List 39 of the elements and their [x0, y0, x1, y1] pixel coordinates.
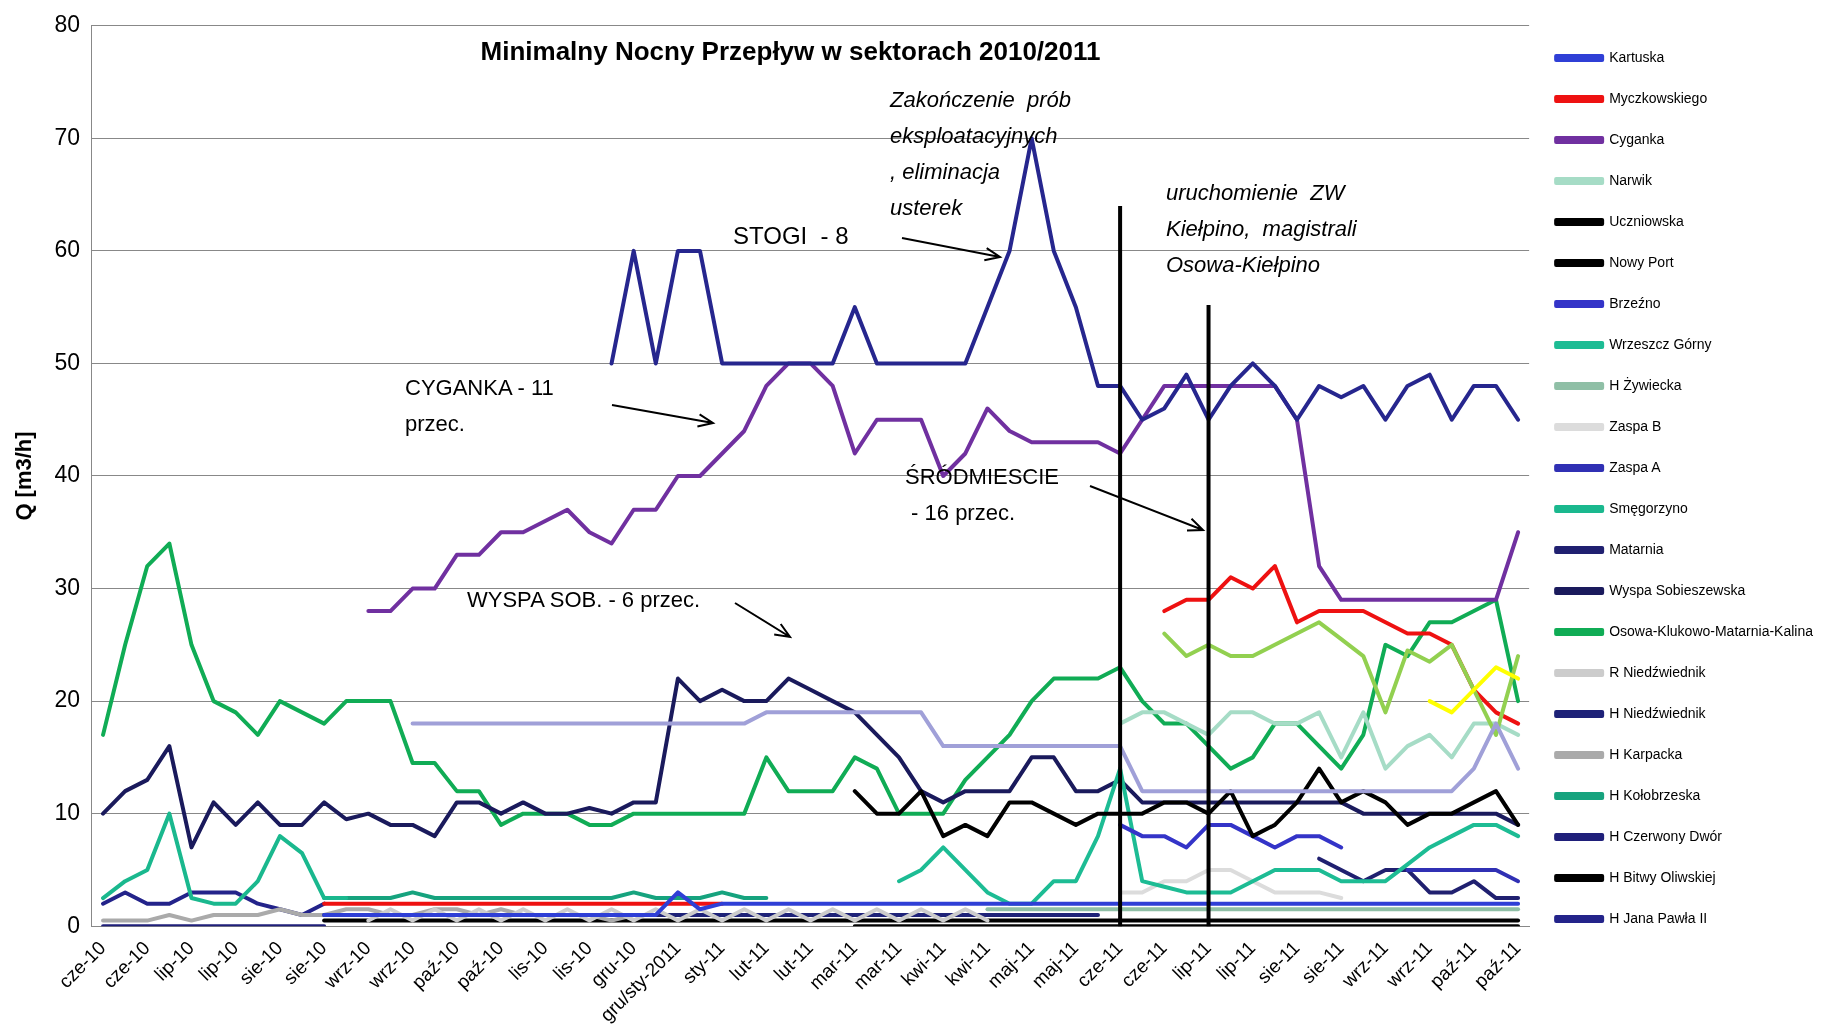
y-tick-label: 20 [54, 686, 80, 713]
legend-label: Uczniowska [1609, 212, 1685, 229]
legend-label: R Niedźwiednik [1609, 663, 1707, 680]
annotation: CYGANKA - 11 przec. [405, 374, 554, 438]
annotation: Zakończenie prób eksploatacyjnych , eliminacja usterek [890, 86, 1071, 222]
legend-label: Narwik [1609, 171, 1653, 188]
legend-label: H Żywiecka [1609, 375, 1682, 393]
y-tick-label: 60 [54, 236, 80, 263]
annotation: uruchomienie ZW Kiełpino, magistrali Osowa-Kiełpino [1166, 179, 1357, 279]
y-tick-label: 40 [54, 461, 80, 488]
legend-label: Kartuska [1609, 48, 1665, 65]
y-tick-label: 50 [54, 348, 80, 375]
y-tick-label: 80 [54, 11, 80, 38]
legend-label: H Karpacka [1609, 745, 1683, 762]
legend-label: H Kołobrzeska [1609, 786, 1701, 803]
legend-label: Smęgorzyno [1609, 499, 1688, 516]
y-axis-title: Q [m3/h] [11, 431, 37, 521]
legend-label: Zaspa A [1609, 458, 1662, 475]
chart-title: Minimalny Nocny Przepływ w sektorach 2010/2011 [480, 35, 1101, 67]
legend-label: Cyganka [1609, 130, 1665, 147]
annotation: WYSPA SOB. - 6 przec. [467, 586, 701, 614]
annotation: ŚRÓDMIESCIE - 16 przec. [905, 463, 1060, 527]
y-tick-label: 0 [67, 911, 80, 938]
annotation: STOGI - 8 [733, 221, 849, 251]
legend-label: Matarnia [1609, 540, 1664, 557]
legend-label: Brzeźno [1609, 294, 1661, 311]
y-tick-label: 30 [54, 573, 80, 600]
legend-label: H Niedźwiednik [1609, 704, 1707, 721]
legend-label: Nowy Port [1609, 253, 1674, 270]
legend-label: Osowa-Klukowo-Matarnia-Kalina [1609, 622, 1814, 639]
legend-label: Myczkowskiego [1609, 89, 1708, 106]
legend-label: H Jana Pawła II [1609, 909, 1708, 926]
legend-label: Wrzeszcz Górny [1609, 335, 1712, 352]
legend-label: Wyspa Sobieszewska [1609, 581, 1746, 598]
legend-label: H Bitwy Oliwskiej [1609, 868, 1716, 885]
y-tick-label: 10 [54, 798, 80, 825]
legend-label: H Czerwony Dwór [1609, 827, 1723, 844]
y-tick-label: 70 [54, 123, 80, 150]
legend-label: Zaspa B [1609, 417, 1662, 434]
